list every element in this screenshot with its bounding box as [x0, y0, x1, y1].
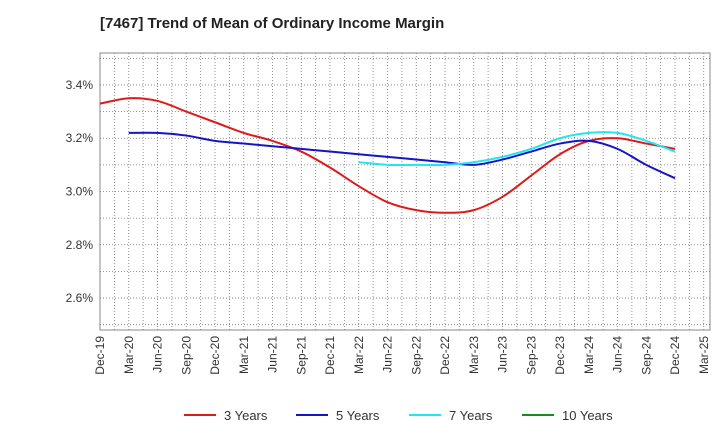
x-tick-label: Sep-24 — [639, 336, 653, 375]
series-line-7-years — [358, 131, 676, 167]
x-tick-label: Jun-20 — [151, 336, 165, 373]
legend-label-7-years: 7 Years — [449, 408, 493, 423]
chart-title: [7467] Trend of Mean of Ordinary Income … — [100, 15, 445, 32]
x-tick-label: Sep-22 — [409, 336, 423, 375]
series-line-3-years — [99, 97, 676, 214]
series-lines — [99, 97, 676, 214]
x-tick-label: Mar-20 — [122, 336, 136, 374]
x-tick-label: Sep-20 — [179, 336, 193, 375]
x-tick-label: Jun-24 — [611, 336, 625, 373]
legend: 3 Years 5 Years 7 Years 10 Years — [184, 408, 613, 423]
series-line-5-years — [128, 131, 676, 180]
x-tick-label: Jun-21 — [266, 336, 280, 373]
y-tick-label: 3.2% — [66, 131, 94, 145]
grid-lines — [100, 53, 710, 330]
x-tick-label: Sep-21 — [294, 336, 308, 375]
legend-label-10-years: 10 Years — [562, 408, 613, 423]
y-axis-ticks: 2.6% 2.8% 3.0% 3.2% 3.4% — [66, 78, 94, 305]
x-tick-label: Mar-22 — [352, 336, 366, 374]
y-tick-label: 2.6% — [66, 291, 94, 305]
y-tick-label: 3.4% — [66, 78, 94, 92]
x-tick-label: Dec-20 — [208, 336, 222, 375]
x-tick-label: Dec-21 — [323, 336, 337, 375]
x-tick-label: Dec-24 — [668, 336, 682, 375]
x-tick-label: Mar-21 — [237, 336, 251, 374]
x-axis-ticks: Dec-19 Mar-20 Jun-20 Sep-20 Dec-20 Mar-21 Jun-… — [93, 336, 711, 375]
y-tick-label: 2.8% — [66, 238, 94, 252]
x-tick-label: Jun-23 — [496, 336, 510, 373]
x-tick-label: Mar-24 — [582, 336, 596, 374]
plot-area — [99, 52, 711, 331]
x-tick-label: Dec-23 — [553, 336, 567, 375]
legend-label-3-years: 3 Years — [224, 408, 268, 423]
y-tick-label: 3.0% — [66, 185, 94, 199]
x-tick-label: Jun-22 — [381, 336, 395, 373]
x-tick-label: Dec-22 — [438, 336, 452, 375]
x-tick-label: Mar-23 — [467, 336, 481, 374]
legend-label-5-years: 5 Years — [336, 408, 380, 423]
x-tick-label: Dec-19 — [93, 336, 107, 375]
x-tick-label: Mar-25 — [697, 336, 711, 374]
x-tick-label: Sep-23 — [524, 336, 538, 375]
